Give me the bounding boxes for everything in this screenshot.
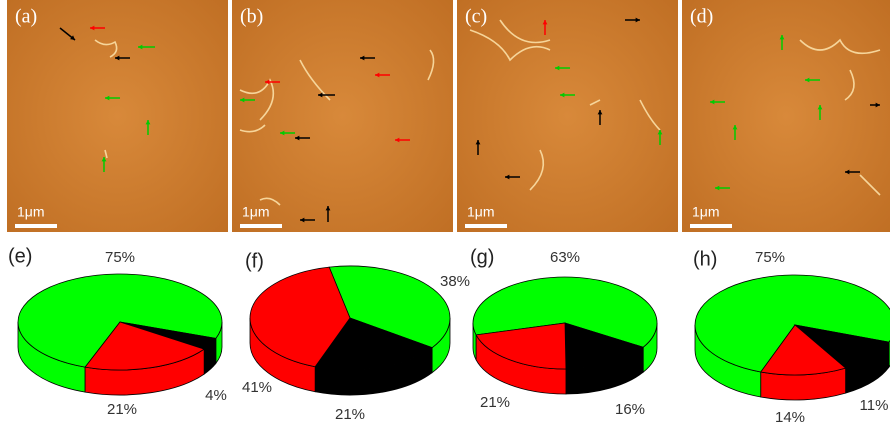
value-label: 16%	[615, 401, 645, 418]
afm-panel: (a) 1μm	[7, 0, 228, 232]
value-label: 21%	[107, 401, 137, 418]
panel-label: (d)	[690, 6, 713, 28]
value-label: 63%	[550, 249, 580, 266]
pie-title: (e)	[8, 245, 32, 267]
scale-label: 1μm	[467, 204, 495, 220]
value-label: 21%	[480, 394, 510, 411]
pie-chart: (f) 38% 41% 21%	[242, 250, 470, 423]
afm-panel: (c) 1μm	[457, 0, 678, 232]
afm-panel: (d) 1μm	[682, 0, 890, 232]
panel-label: (b)	[240, 6, 263, 28]
value-label: 11%	[860, 397, 889, 414]
pie-chart: (g) 63% 21% 16%	[470, 246, 657, 418]
value-label: 21%	[335, 406, 365, 423]
panel-label: (c)	[465, 6, 487, 28]
figure: (a) 1μm (b) 1μm (c) 1μm (d) 1μm (e) 75% 21% 4% (f) 38…	[0, 0, 890, 426]
pie-title: (f)	[245, 250, 264, 272]
pie-title: (h)	[693, 248, 717, 270]
value-label: 38%	[440, 273, 470, 290]
pie-chart: (e) 75% 21% 4%	[8, 245, 227, 418]
scale-label: 1μm	[17, 204, 45, 220]
value-label: 41%	[242, 379, 272, 396]
afm-image	[457, 0, 678, 232]
afm-panel: (b) 1μm	[232, 0, 453, 232]
scale-label: 1μm	[242, 204, 270, 220]
value-label: 14%	[775, 409, 805, 426]
afm-image	[7, 0, 228, 232]
panel-label: (a)	[15, 6, 37, 28]
afm-image	[682, 0, 890, 232]
value-label: 4%	[205, 387, 227, 404]
value-label: 75%	[105, 249, 135, 266]
scale-label: 1μm	[692, 204, 720, 220]
pie-title: (g)	[470, 246, 494, 268]
value-label: 75%	[755, 249, 785, 266]
afm-image	[232, 0, 453, 232]
pie-chart: (h) 75% 14% 11%	[693, 248, 890, 426]
